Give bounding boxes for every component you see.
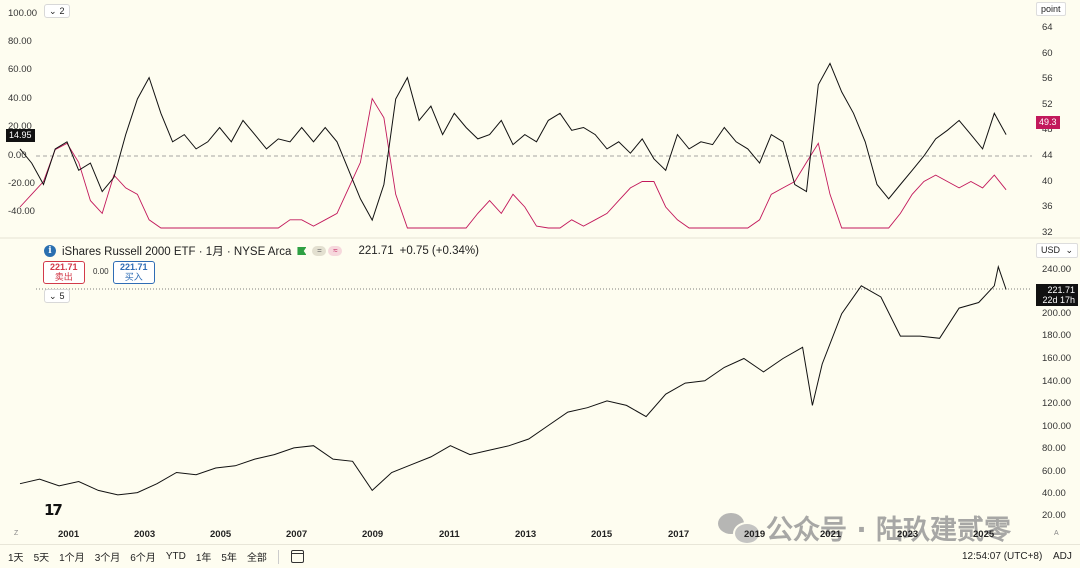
x-axis-label: 2003 [134, 529, 156, 540]
price-axis-tick: 180.00 [1042, 330, 1072, 341]
price-axis-tick: 160.00 [1042, 353, 1072, 364]
x-axis-label: 2011 [439, 529, 460, 540]
timeframe-ytd[interactable]: YTD [165, 551, 186, 562]
x-axis-label: 2001 [58, 529, 80, 540]
right-axis-tick: 32 [1042, 227, 1053, 238]
right-axis-tick: 48 [1042, 124, 1053, 135]
approx-icon[interactable]: ≈ [328, 246, 343, 256]
oscillator-line-red [19, 97, 1007, 229]
tradingview-logo[interactable]: 17 [44, 501, 63, 519]
chevron-down-icon: ⌄ [49, 6, 57, 16]
zoom-icon[interactable]: Z [14, 530, 19, 537]
buy-label: 买入 [124, 272, 143, 282]
clock-time[interactable]: 12:54:07 (UTC+8) [962, 551, 1043, 562]
buy-button[interactable]: 221.71 买入 [113, 261, 155, 284]
symbol-title[interactable]: iShares Russell 2000 ETF · 1月 · NYSE Arc… [62, 246, 292, 258]
bottom-toolbar: 1天 5天 1个月 3个月 6个月 YTD 1年 5年 全部 12:54:07 … [0, 544, 1080, 568]
currency-selector[interactable]: USD ⌄ [1036, 243, 1078, 258]
price-axis-tick: 100.00 [1042, 421, 1072, 432]
price-axis-tick: 80.00 [1042, 443, 1066, 454]
right-axis-tick: 60 [1042, 48, 1053, 59]
bottom-pane-collapse-button[interactable]: ⌄ 5 [44, 289, 70, 303]
watermark: 公众号 · 陆玖建贰零 [718, 508, 1011, 547]
symbol-legend[interactable]: i iShares Russell 2000 ETF · 1月 · NYSE A… [44, 243, 479, 259]
right-axis-tick: 56 [1042, 73, 1053, 84]
currency-label: USD [1041, 245, 1061, 255]
right-axis-tick: 40 [1042, 176, 1053, 187]
chevron-down-icon: ⌄ [1065, 245, 1073, 255]
timeframe-3m[interactable]: 3个月 [94, 553, 121, 564]
sell-button[interactable]: 221.71 卖出 [43, 261, 85, 284]
divider [277, 549, 279, 564]
timeframe-6m[interactable]: 6个月 [130, 553, 156, 564]
x-axis-label: 2009 [362, 529, 384, 540]
info-icon[interactable]: i [44, 245, 56, 257]
x-axis-label: 2019 [744, 529, 766, 540]
price-series-group [19, 264, 1007, 496]
timeframe-all[interactable]: 全部 [246, 553, 267, 564]
top-pane-collapse-button[interactable]: ⌄ 2 [44, 4, 70, 18]
price-line [19, 264, 1007, 496]
oscillator-series-group [19, 62, 1007, 229]
last-price-tag: 221.71 22d 17h [1036, 284, 1078, 306]
right-axis-tick: 36 [1042, 201, 1053, 212]
spread-value: 0.00 [93, 267, 109, 276]
x-axis-label: 2017 [668, 529, 690, 540]
watermark-text: 公众号 · 陆玖建贰零 [766, 515, 1012, 546]
x-axis-label: 2023 [897, 529, 919, 540]
x-axis-label: 2025 [973, 529, 995, 540]
right-value-tag: 49.3 [1036, 116, 1060, 129]
left-axis-tick: 0.00 [8, 150, 27, 161]
price-axis-tick: 60.00 [1042, 466, 1066, 477]
indicator-icons[interactable]: = ≈ [312, 246, 343, 256]
auto-scale-icon[interactable]: A [1054, 530, 1059, 537]
left-axis-tick: 40.00 [8, 93, 32, 104]
sell-price: 221.71 [50, 262, 78, 272]
left-axis-tick: 100.00 [8, 8, 38, 19]
x-axis-label: 2007 [286, 529, 308, 540]
unit-label[interactable]: point [1036, 2, 1066, 16]
timeframe-1d[interactable]: 1天 [8, 553, 24, 564]
oscillator-line-black [19, 62, 1007, 222]
timeframe-1y[interactable]: 1年 [195, 553, 212, 564]
right-axis-tick: 52 [1042, 99, 1053, 110]
price-axis-tick: 120.00 [1042, 398, 1072, 409]
left-axis-tick: -40.00 [8, 206, 35, 217]
timeframe-1m[interactable]: 1个月 [59, 553, 85, 564]
price-axis-tick: 140.00 [1042, 376, 1072, 387]
left-axis-tick: 20.00 [8, 121, 32, 132]
collapse-count: 2 [59, 6, 65, 16]
left-axis-tick: -20.00 [8, 178, 35, 189]
sell-label: 卖出 [54, 272, 73, 282]
flag-icon[interactable] [297, 247, 307, 255]
price-axis-tick: 240.00 [1042, 264, 1072, 275]
buy-price: 221.71 [120, 262, 148, 272]
x-axis-label: 2021 [820, 529, 842, 540]
bar-countdown: 22d 17h [1042, 295, 1075, 305]
x-axis-label: 2015 [591, 529, 613, 540]
left-axis-tick: 60.00 [8, 64, 32, 75]
chevron-down-icon: ⌄ [49, 291, 57, 301]
price-axis-tick: 20.00 [1042, 510, 1066, 521]
adj-toggle[interactable]: ADJ [1053, 551, 1072, 562]
timeframe-5d[interactable]: 5天 [33, 553, 50, 564]
wechat-icon [718, 512, 761, 545]
price-axis-tick: 200.00 [1042, 308, 1072, 319]
last-price-value: 221.71 [1047, 285, 1075, 295]
right-axis-tick: 44 [1042, 150, 1053, 161]
left-value-tag: 14.95 [6, 129, 35, 142]
right-axis-tick: 64 [1042, 22, 1053, 33]
x-axis-label: 2005 [210, 529, 232, 540]
left-axis-tick: 80.00 [8, 36, 32, 47]
collapse-count: 5 [59, 291, 65, 301]
price-axis-tick: 40.00 [1042, 488, 1066, 499]
x-axis-label: 2013 [515, 529, 537, 540]
price-change: +0.75 (+0.34%) [399, 245, 479, 257]
calendar-icon[interactable] [290, 550, 304, 563]
equal-icon[interactable]: = [312, 246, 327, 256]
timeframe-5y[interactable]: 5年 [221, 553, 237, 564]
last-price: 221.71 [358, 245, 394, 257]
